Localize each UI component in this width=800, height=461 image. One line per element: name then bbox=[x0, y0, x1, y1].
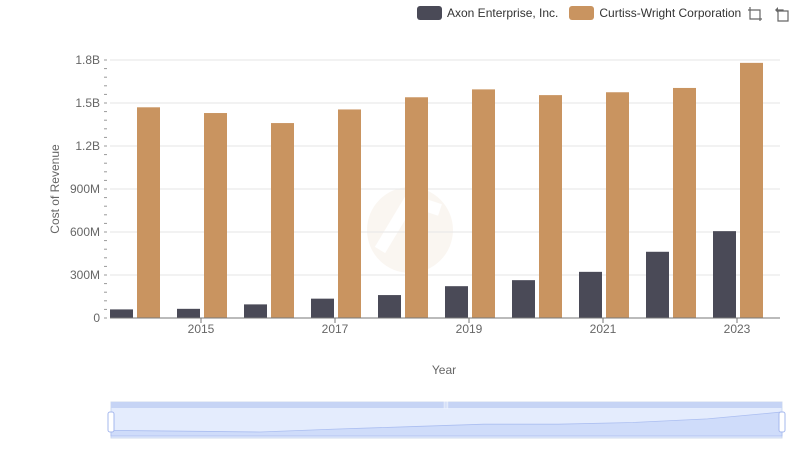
data-zoom-handle-left[interactable] bbox=[107, 411, 115, 433]
bars bbox=[110, 62, 763, 319]
bar-curtiss-wright-2023[interactable] bbox=[740, 62, 763, 318]
bar-curtiss-wright-2019[interactable] bbox=[472, 89, 495, 318]
y-axis-title: Cost of Revenue bbox=[48, 144, 62, 234]
x-tick-label: 2017 bbox=[322, 322, 349, 336]
y-tick-labels: 0 300M 600M 900M 1.2B 1.5B 1.8B bbox=[70, 53, 100, 325]
data-zoom-selection[interactable] bbox=[111, 408, 782, 438]
bar-curtiss-wright-2015[interactable] bbox=[204, 113, 227, 319]
legend-swatch-axon bbox=[417, 6, 442, 20]
bar-axon-2017[interactable] bbox=[311, 298, 334, 318]
bar-curtiss-wright-2020[interactable] bbox=[539, 95, 562, 318]
data-zoom-handle-right[interactable] bbox=[778, 411, 786, 433]
data-zoom-grip-icon[interactable]: ||| bbox=[443, 402, 449, 409]
bar-axon-2022[interactable] bbox=[646, 251, 669, 318]
y-tick-label: 1.2B bbox=[75, 139, 100, 153]
y-tick-label: 600M bbox=[70, 225, 100, 239]
y-tick-label: 1.5B bbox=[75, 96, 100, 110]
legend-swatch-curtiss-wright bbox=[569, 6, 595, 20]
x-tick-label: 2023 bbox=[724, 322, 751, 336]
legend-label-axon: Axon Enterprise, Inc. bbox=[447, 6, 559, 20]
legend: Axon Enterprise, Inc. Curtiss-Wright Cor… bbox=[417, 4, 752, 22]
y-tick-label: 900M bbox=[70, 182, 100, 196]
x-tick-label: 2015 bbox=[188, 322, 215, 336]
data-zoom-top-bar[interactable] bbox=[111, 402, 782, 408]
bar-curtiss-wright-2016[interactable] bbox=[271, 123, 294, 318]
x-tick-label: 2019 bbox=[456, 322, 483, 336]
zoom-icon[interactable] bbox=[747, 6, 763, 22]
bar-axon-2020[interactable] bbox=[512, 280, 535, 318]
legend-item-axon[interactable]: Axon Enterprise, Inc. bbox=[417, 6, 558, 20]
bar-curtiss-wright-2022[interactable] bbox=[673, 87, 696, 318]
restore-icon[interactable] bbox=[774, 6, 790, 22]
bar-axon-2018[interactable] bbox=[378, 295, 401, 318]
bar-curtiss-wright-2017[interactable] bbox=[338, 109, 361, 318]
bar-curtiss-wright-2021[interactable] bbox=[606, 92, 629, 318]
toolbox bbox=[747, 6, 800, 22]
x-tick-labels: 2015 2017 2019 2021 2023 bbox=[188, 318, 751, 336]
y-tick-label: 300M bbox=[70, 268, 100, 282]
x-axis-title: Year bbox=[432, 363, 456, 377]
y-tick-label: 0 bbox=[93, 311, 100, 325]
bar-curtiss-wright-2014[interactable] bbox=[137, 107, 160, 318]
bar-curtiss-wright-2018[interactable] bbox=[405, 97, 428, 319]
bar-axon-2021[interactable] bbox=[579, 271, 602, 318]
bar-axon-2016[interactable] bbox=[244, 304, 267, 318]
x-tick-label: 2021 bbox=[590, 322, 617, 336]
y-tick-label: 1.8B bbox=[75, 53, 100, 67]
bar-axon-2019[interactable] bbox=[445, 286, 468, 318]
legend-label-curtiss-wright: Curtiss-Wright Corporation bbox=[599, 6, 742, 20]
legend-item-curtiss-wright[interactable]: Curtiss-Wright Corporation bbox=[569, 6, 741, 20]
bar-axon-2015[interactable] bbox=[177, 308, 200, 318]
bar-axon-2023[interactable] bbox=[713, 231, 736, 318]
y-minor-ticks bbox=[104, 59, 107, 319]
bar-axon-2014[interactable] bbox=[110, 309, 133, 318]
data-zoom-slider[interactable]: ||| bbox=[107, 401, 786, 439]
